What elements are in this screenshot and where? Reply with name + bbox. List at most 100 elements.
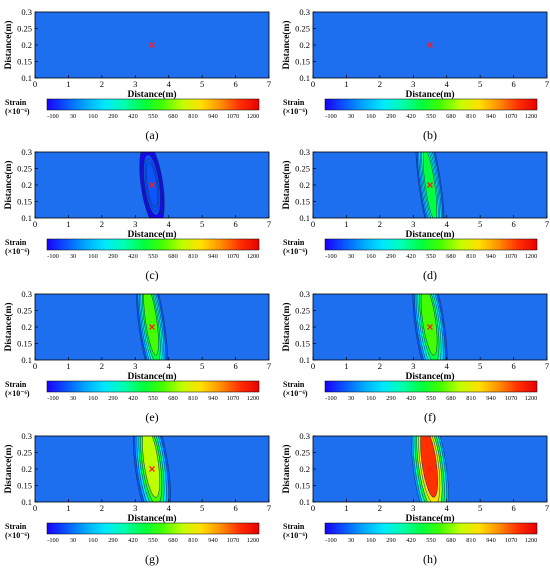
- colorbar-tick-label: 810: [466, 253, 475, 260]
- x-tick-label: 3: [411, 79, 415, 89]
- x-tick-label: 0: [33, 219, 37, 229]
- x-axis-label: Distance(m): [405, 89, 454, 100]
- colorbar-tick-label: 30: [348, 537, 354, 544]
- x-tick-label: 6: [233, 361, 237, 371]
- panel-g: 0 1 2 3 4 5 6 7 0.1 0.15 0.2 0.25 0.3 Distance(m) Dist…: [3, 431, 271, 566]
- colorbar-tick-label: 30: [348, 253, 354, 260]
- colorbar-unit: (×10⁻⁶): [283, 531, 308, 540]
- x-tick-label: 7: [545, 219, 549, 229]
- colorbar-tick-label: 1200: [247, 537, 260, 544]
- x-tick-label: 5: [478, 361, 482, 371]
- y-tick-label: 0.15: [295, 197, 310, 207]
- y-tick-label: 0.25: [17, 448, 32, 458]
- colorbar-title: Strain: [283, 522, 305, 531]
- colorbar-title: Strain: [5, 380, 27, 389]
- colorbar-tick-label: 1070: [505, 113, 518, 120]
- x-tick-label: 5: [478, 79, 482, 89]
- colorbar-tick-label: 940: [486, 253, 495, 260]
- x-tick-label: 2: [100, 361, 104, 371]
- x-tick-label: 0: [33, 361, 37, 371]
- colorbar-tick-label: 940: [486, 113, 495, 120]
- colorbar-tick-label: 810: [188, 395, 197, 402]
- colorbar: [46, 98, 260, 111]
- y-tick-label: 0.1: [21, 355, 32, 365]
- x-axis-label: Distance(m): [127, 371, 176, 382]
- colorbar-tick-label: 1070: [227, 253, 240, 260]
- x-tick-label: 3: [411, 219, 415, 229]
- colorbar-title: Strain: [283, 238, 305, 247]
- y-tick-label: 0.3: [299, 431, 310, 441]
- colorbar-tick-label: 940: [208, 253, 217, 260]
- colorbar-tick-label: -100: [47, 395, 59, 402]
- y-tick-label: 0.2: [21, 322, 32, 332]
- strain-contour: [143, 294, 159, 356]
- colorbar-tick-label: -100: [325, 113, 337, 120]
- x-tick-label: 0: [311, 503, 315, 513]
- colorbar-tick-label: 940: [208, 395, 217, 402]
- colorbar-tick-label: 30: [70, 395, 76, 402]
- colorbar: [324, 98, 538, 111]
- x-tick-label: 4: [167, 361, 172, 371]
- colorbar-tick-label: 680: [446, 113, 455, 120]
- colorbar-tick-label: 1070: [505, 253, 518, 260]
- colorbar-tick-label: 550: [148, 113, 157, 120]
- colorbar-tick-label: 290: [108, 253, 117, 260]
- panel-caption: (g): [145, 552, 159, 566]
- y-tick-label: 0.2: [299, 322, 310, 332]
- colorbar-tick-label: 680: [168, 537, 177, 544]
- x-tick-label: 3: [133, 79, 137, 89]
- colorbar-tick-label: 1070: [505, 395, 518, 402]
- y-tick-label: 0.15: [17, 197, 32, 207]
- colorbar-tick-label: 940: [208, 113, 217, 120]
- x-tick-label: 5: [478, 503, 482, 513]
- y-tick-label: 0.2: [21, 464, 32, 474]
- colorbar-tick-label: -100: [325, 253, 337, 260]
- y-tick-label: 0.15: [17, 57, 32, 67]
- colorbar-tick-label: 1070: [227, 113, 240, 120]
- colorbar-tick-label: 30: [70, 113, 76, 120]
- x-tick-label: 5: [200, 79, 204, 89]
- y-tick-label: 0.2: [299, 180, 310, 190]
- colorbar-tick-label: 680: [446, 395, 455, 402]
- x-axis-label: Distance(m): [405, 513, 454, 524]
- x-tick-label: 4: [445, 219, 450, 229]
- x-tick-label: 2: [100, 503, 104, 513]
- colorbar: [324, 380, 538, 393]
- source-marker: [149, 324, 155, 330]
- x-tick-label: 4: [445, 79, 450, 89]
- colorbar-tick-label: 290: [108, 395, 117, 402]
- colorbar-tick-label: 810: [188, 253, 197, 260]
- colorbar-tick-label: -100: [47, 113, 59, 120]
- colorbar-tick-label: 160: [88, 253, 97, 260]
- colorbar-tick-label: -100: [325, 395, 337, 402]
- y-tick-label: 0.2: [299, 40, 310, 50]
- y-tick-label: 0.25: [17, 24, 32, 34]
- colorbar-tick-label: 550: [148, 395, 157, 402]
- y-tick-label: 0.1: [299, 497, 310, 507]
- x-tick-label: 4: [167, 79, 172, 89]
- colorbar-tick-label: -100: [47, 253, 59, 260]
- colorbar-tick-label: 940: [208, 537, 217, 544]
- y-tick-label: 0.15: [17, 339, 32, 349]
- panel-caption: (f): [424, 410, 436, 424]
- colorbar: [324, 522, 538, 535]
- y-tick-label: 0.1: [299, 73, 310, 83]
- colorbar: [46, 380, 260, 393]
- panel-caption: (a): [145, 128, 158, 142]
- strain-contour: [420, 294, 438, 356]
- y-tick-label: 0.1: [21, 73, 32, 83]
- x-tick-label: 6: [511, 79, 515, 89]
- colorbar-tick-label: 550: [148, 537, 157, 544]
- panel-a: 0 1 2 3 4 5 6 7 0.1 0.15 0.2 0.25 0.3 Distance(m) Dist…: [3, 7, 271, 142]
- x-tick-label: 3: [133, 503, 137, 513]
- x-tick-label: 1: [344, 361, 348, 371]
- y-tick-label: 0.2: [21, 180, 32, 190]
- colorbar-title: Strain: [5, 98, 27, 107]
- colorbar-tick-label: 420: [406, 253, 415, 260]
- colorbar-title: Strain: [5, 238, 27, 247]
- x-tick-label: 7: [545, 503, 549, 513]
- x-tick-label: 1: [66, 79, 70, 89]
- y-tick-label: 0.1: [21, 213, 32, 223]
- x-tick-label: 1: [66, 503, 70, 513]
